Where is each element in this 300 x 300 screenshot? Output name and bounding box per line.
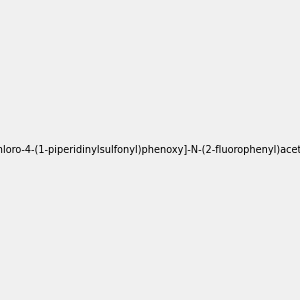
Text: 2-[2-chloro-4-(1-piperidinylsulfonyl)phenoxy]-N-(2-fluorophenyl)acetamide: 2-[2-chloro-4-(1-piperidinylsulfonyl)phe… [0, 145, 300, 155]
